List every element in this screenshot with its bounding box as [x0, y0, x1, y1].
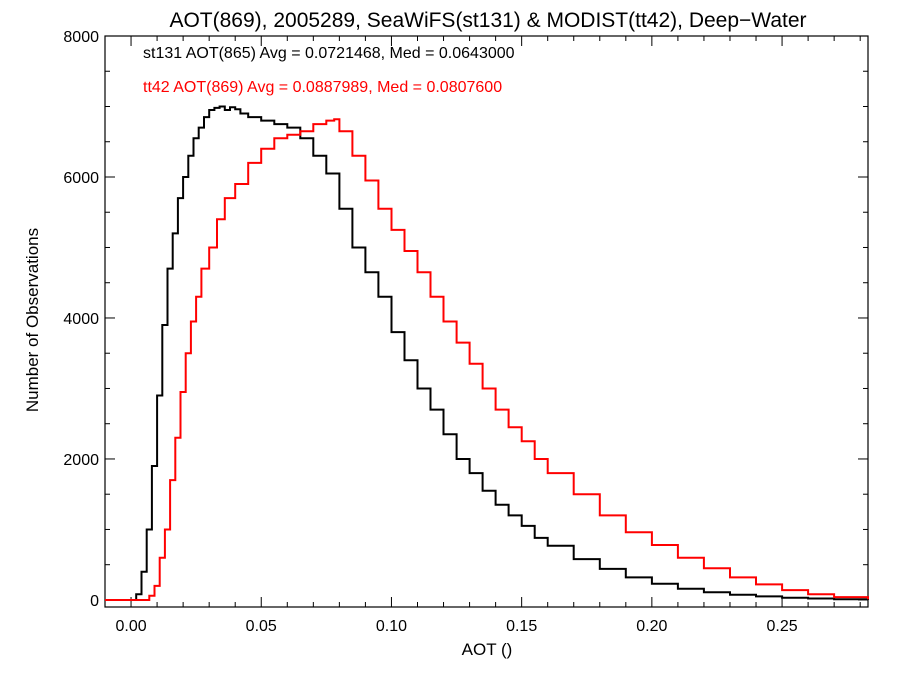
y-tick-label: 4000	[63, 311, 99, 328]
plot-border	[104, 35, 869, 608]
annotation-tt42: tt42 AOT(869) Avg = 0.0887989, Med = 0.0…	[143, 79, 502, 96]
y-tick-label: 2000	[63, 452, 99, 469]
x-axis-label: AOT ()	[462, 640, 513, 659]
y-axis: 0 2000 4000 6000 8000	[63, 29, 868, 610]
y-tick-label: 8000	[63, 29, 99, 46]
x-tick-label: 0.25	[766, 618, 797, 635]
annotation-st131: st131 AOT(865) Avg = 0.0721468, Med = 0.…	[143, 45, 515, 62]
series-group	[105, 105, 869, 601]
x-tick-label: 0.00	[115, 618, 146, 635]
y-axis-label: Number of Observations	[23, 228, 42, 412]
y-tick-label: 0	[90, 593, 99, 610]
y-tick-label: 6000	[63, 170, 99, 187]
x-tick-label: 0.15	[506, 618, 537, 635]
x-tick-label: 0.20	[636, 618, 667, 635]
series-st131-line	[105, 105, 869, 601]
x-axis: 0.00 0.05 0.10 0.15 0.20 0.25	[104, 36, 861, 635]
x-tick-label: 0.10	[376, 618, 407, 635]
plot-frame	[104, 35, 869, 608]
series-tt42-line	[105, 118, 869, 601]
chart-title: AOT(869), 2005289, SeaWiFS(st131) & MODI…	[169, 9, 806, 32]
x-tick-label: 0.05	[246, 618, 277, 635]
